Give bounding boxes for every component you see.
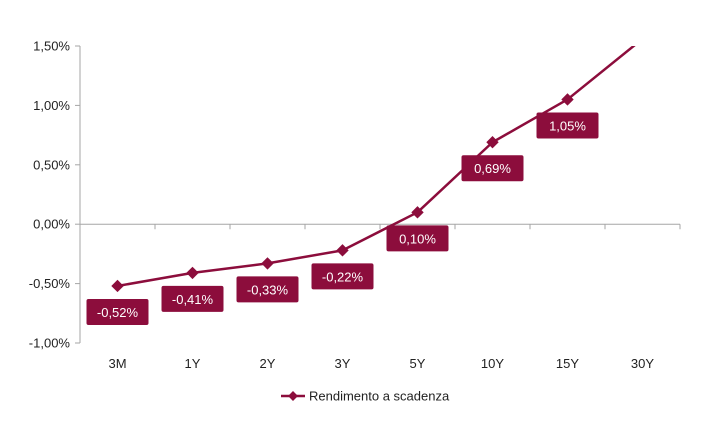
data-label: -0,52%	[97, 305, 139, 320]
data-point-marker	[186, 267, 198, 279]
series-line	[118, 39, 643, 286]
data-point-marker	[336, 244, 348, 256]
y-tick-label: 1,00%	[33, 98, 70, 113]
x-tick-label: 1Y	[185, 356, 201, 371]
series-rendimento	[111, 39, 642, 292]
data-label: 0,10%	[399, 231, 436, 246]
data-label: 1,05%	[549, 118, 586, 133]
data-label: -0,41%	[172, 292, 214, 307]
x-tick-label: 5Y	[410, 356, 426, 371]
legend-diamond-marker	[288, 391, 298, 401]
x-tick-label: 3Y	[335, 356, 351, 371]
x-tick-label: 30Y	[631, 356, 654, 371]
legend: Rendimento a scadenza	[281, 389, 450, 404]
data-label: -0,33%	[247, 282, 289, 297]
x-tick-label: 10Y	[481, 356, 504, 371]
data-point-marker	[111, 280, 123, 292]
y-tick-label: 1,50%	[33, 39, 70, 54]
x-tick-label: 15Y	[556, 356, 579, 371]
x-tick-label: 3M	[108, 356, 126, 371]
x-tick-label: 2Y	[260, 356, 276, 371]
data-label: 0,69%	[474, 161, 511, 176]
y-tick-label: -0,50%	[29, 276, 71, 291]
data-point-marker	[261, 257, 273, 269]
y-axis: 1,50% 1,00% 0,50% 0,00% -0,50% -1,00%	[29, 39, 80, 351]
y-tick-label: -1,00%	[29, 336, 71, 351]
legend-label: Rendimento a scadenza	[309, 389, 450, 404]
data-labels: -0,52% -0,41% -0,33% -0,22% 0,10% 0,69% 1,05%	[87, 112, 599, 325]
y-tick-label: 0,50%	[33, 157, 70, 172]
y-tick-label: 0,00%	[33, 217, 70, 232]
data-label: -0,22%	[322, 269, 364, 284]
